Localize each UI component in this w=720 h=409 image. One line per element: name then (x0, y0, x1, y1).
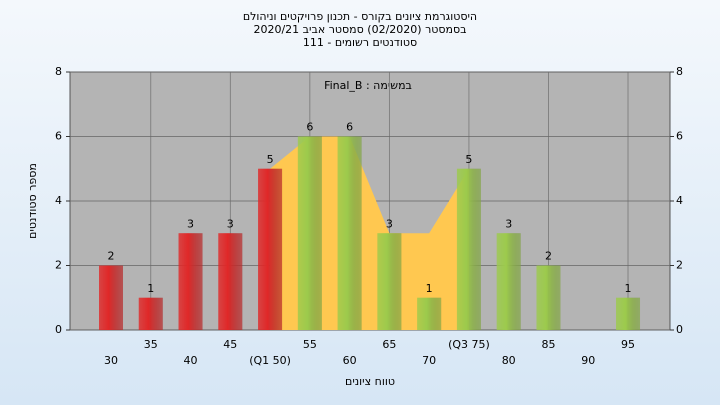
x-tick-label: 35 (144, 338, 158, 351)
value-label: 1 (147, 282, 154, 295)
y2-tick-label: 8 (676, 65, 683, 78)
value-label: 6 (306, 121, 313, 134)
value-label: 3 (505, 217, 512, 230)
x-tick-label: 65 (382, 338, 396, 351)
x-tick-label: 60 (343, 354, 357, 367)
value-label: 3 (386, 217, 393, 230)
y-tick-label: 4 (55, 194, 62, 207)
x-tick-label: 40 (184, 354, 198, 367)
x-tick-label: 85 (541, 338, 555, 351)
bar-base (218, 233, 243, 330)
y2-tick-label: 0 (676, 323, 683, 336)
y-tick-label: 8 (55, 65, 62, 78)
value-label: 3 (227, 217, 234, 230)
value-label: 2 (545, 250, 552, 263)
y-tick-label: 6 (55, 130, 62, 143)
y2-tick-label: 4 (676, 194, 683, 207)
x-tick-label: 95 (621, 338, 635, 351)
bar-base (536, 265, 561, 330)
y-tick-label: 0 (55, 323, 62, 336)
value-label: 3 (187, 217, 194, 230)
chart-subtitle: סטודנטים רשומים - 111 (303, 36, 417, 49)
x-tick-label: 45 (223, 338, 237, 351)
bar-base (258, 168, 283, 330)
bar-base (456, 168, 481, 330)
x-tick-label: (Q3 75) (448, 338, 490, 351)
bar-base (496, 233, 521, 330)
x-axis-label: טווח ציונים (345, 375, 395, 388)
value-label: 5 (267, 153, 274, 166)
y2-tick-label: 2 (676, 259, 683, 272)
y-tick-label: 2 (55, 259, 62, 272)
value-label: 6 (346, 121, 353, 134)
x-tick-label: (Q1 50) (249, 354, 291, 367)
x-tick-label: 30 (104, 354, 118, 367)
x-tick-label: 70 (422, 354, 436, 367)
bar-base (417, 297, 442, 330)
y2-tick-label: 6 (676, 130, 683, 143)
x-tick-label: 90 (581, 354, 595, 367)
bar-base (178, 233, 203, 330)
bar-base (138, 297, 163, 330)
bar-base (377, 233, 402, 330)
bar-base (337, 136, 362, 330)
value-label: 1 (625, 282, 632, 295)
annotation: Final_B : במשימה (324, 79, 412, 92)
bar-base (616, 297, 641, 330)
x-tick-label: 55 (303, 338, 317, 351)
y-axis-label: מספר סטודנטים (26, 163, 39, 239)
value-label: 5 (465, 153, 472, 166)
bar-base (297, 136, 322, 330)
chart-title: היסטוגרמת ציונים בקורס - תכנון פרויקטים … (243, 10, 477, 23)
value-label: 2 (108, 250, 115, 263)
chart-subtitle: בסמסטר (02/2020) סמסטר אביב 2020/21 (253, 23, 466, 36)
x-tick-label: 80 (502, 354, 516, 367)
bar-base (99, 265, 123, 330)
value-label: 1 (426, 282, 433, 295)
